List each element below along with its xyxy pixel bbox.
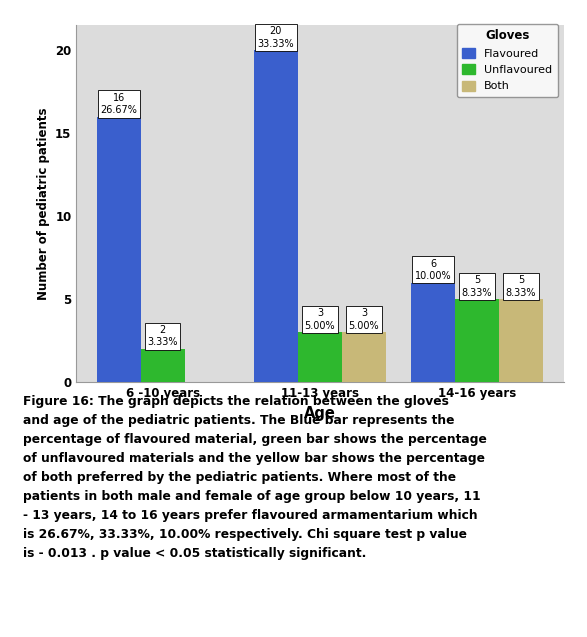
Bar [141,349,185,382]
Text: Figure 16: The graph depicts the relation between the gloves
and age of the pedi: Figure 16: The graph depicts the relatio… [23,395,487,560]
Text: 16
26.67%: 16 26.67% [100,92,137,115]
Text: 5
8.33%: 5 8.33% [462,275,492,297]
Bar [455,299,499,382]
X-axis label: Age: Age [304,406,336,420]
Text: 3
5.00%: 3 5.00% [349,308,379,331]
Text: 20
33.33%: 20 33.33% [258,26,294,48]
Text: 6
10.00%: 6 10.00% [415,259,451,281]
Text: 5
8.33%: 5 8.33% [506,275,537,297]
Legend: Flavoured, Unflavoured, Both: Flavoured, Unflavoured, Both [457,24,558,97]
Bar [499,299,543,382]
Text: 2
3.33%: 2 3.33% [147,325,178,347]
Bar [254,50,298,382]
Bar [97,117,141,382]
Y-axis label: Number of pediatric patients: Number of pediatric patients [36,108,49,300]
Bar [298,333,342,382]
Text: 3
5.00%: 3 5.00% [305,308,335,331]
Bar [342,333,386,382]
Bar [411,283,455,382]
